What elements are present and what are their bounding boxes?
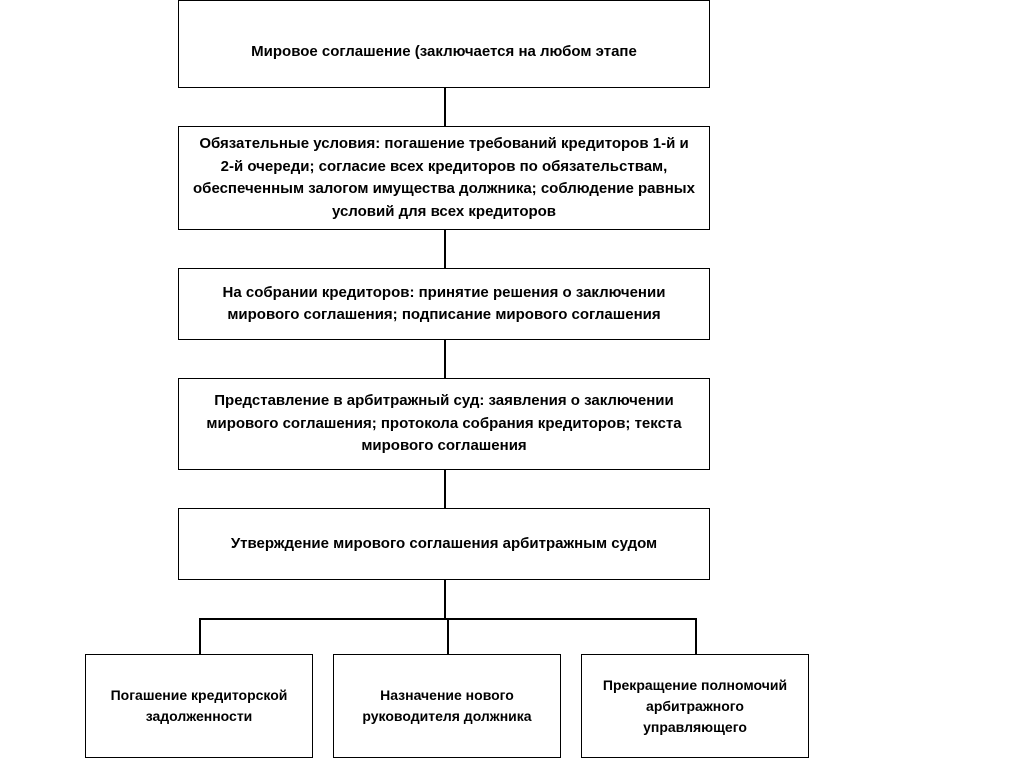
- flowchart-node-n2: Обязательные условия: погашение требован…: [178, 126, 710, 230]
- flowchart-connector: [444, 470, 446, 508]
- flowchart-node-b1: Погашение кредиторской задолженности: [85, 654, 313, 758]
- flowchart-node-n4: Представление в арбитражный суд: заявлен…: [178, 378, 710, 470]
- flowchart-node-b3: Прекращение полномочий арбитражного упра…: [581, 654, 809, 758]
- flowchart-connector: [444, 340, 446, 378]
- flowchart-node-text: Представление в арбитражный суд: заявлен…: [179, 384, 709, 464]
- flowchart-node-text: Утверждение мирового соглашения арбитраж…: [219, 527, 669, 562]
- flowchart-connector: [444, 580, 446, 618]
- flowchart-node-n5: Утверждение мирового соглашения арбитраж…: [178, 508, 710, 580]
- flowchart-node-text: Прекращение полномочий арбитражного упра…: [582, 669, 808, 744]
- flowchart-node-b2: Назначение нового руководителя должника: [333, 654, 561, 758]
- flowchart-node-text: Обязательные условия: погашение требован…: [179, 127, 709, 229]
- flowchart-connector: [444, 88, 446, 126]
- flowchart-connector: [695, 618, 697, 654]
- flowchart-node-text: На собрании кредиторов: принятие решения…: [179, 276, 709, 333]
- flowchart-node-text: Погашение кредиторской задолженности: [86, 679, 312, 733]
- flowchart-node-n1: Мировое соглашение (заключается на любом…: [178, 0, 710, 88]
- flowchart-connector: [447, 618, 449, 654]
- flowchart-connector: [199, 618, 201, 654]
- flowchart-node-text: Мировое соглашение (заключается на любом…: [239, 35, 649, 70]
- flowchart-connector: [444, 230, 446, 268]
- flowchart-node-text: Назначение нового руководителя должника: [334, 679, 560, 733]
- flowchart-node-n3: На собрании кредиторов: принятие решения…: [178, 268, 710, 340]
